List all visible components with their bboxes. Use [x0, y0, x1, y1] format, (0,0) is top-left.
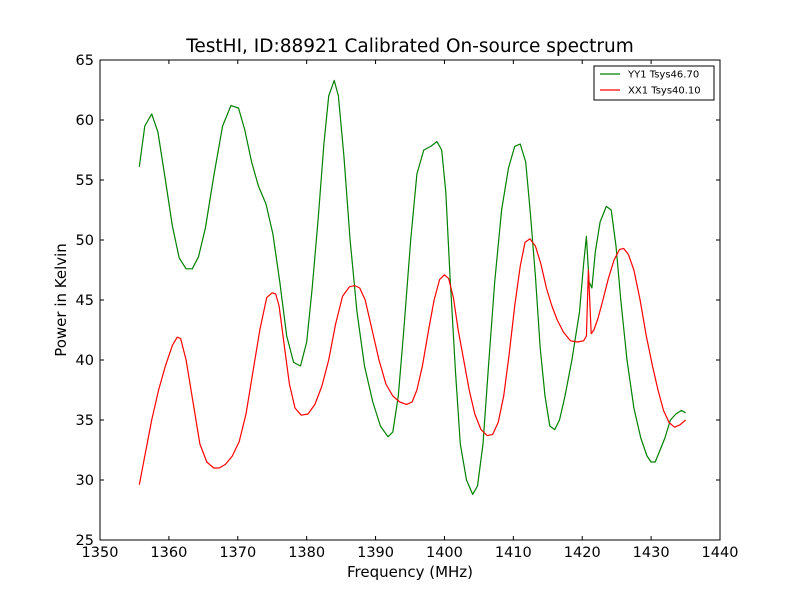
y-tick-label: 50: [76, 233, 94, 249]
y-tick-label: 65: [76, 53, 94, 69]
plot-area: [99, 59, 721, 541]
x-tick-label: 1420: [564, 545, 601, 561]
legend: YY1 Tsys46.70 XX1 Tsys40.10: [593, 65, 715, 101]
y-tick-label: 40: [76, 353, 94, 369]
x-tick-label: 1350: [82, 545, 119, 561]
y-tick-label: 55: [76, 173, 94, 189]
legend-label-xx1: XX1 Tsys40.10: [628, 86, 701, 97]
x-tick-label: 1440: [702, 545, 739, 561]
y-tick-label: 30: [76, 473, 94, 489]
x-tick-label: 1400: [426, 545, 463, 561]
series-line-yy1: [138, 79, 686, 495]
x-tick-label: 1380: [288, 545, 325, 561]
legend-label-yy1: YY1 Tsys46.70: [627, 70, 699, 81]
y-tick-label: 60: [76, 113, 94, 129]
x-tick-label: 1360: [150, 545, 187, 561]
x-tick-label: 1390: [357, 545, 394, 561]
x-tick-label: 1410: [495, 545, 532, 561]
y-axis-label: Power in Kelvin: [52, 243, 70, 357]
y-tick-label: 35: [76, 413, 94, 429]
series-layer: [138, 79, 686, 495]
series-line-xx1: [138, 238, 686, 485]
axis-ticks: 1350 1360 1370 1380 1390 1400 1410 1420 1430 1440…: [76, 53, 739, 561]
x-tick-label: 1430: [633, 545, 670, 561]
chart-title: TestHI, ID:88921 Calibrated On-source sp…: [185, 36, 634, 57]
x-axis-label: Frequency (MHz): [347, 563, 473, 581]
y-tick-label: 25: [76, 533, 94, 549]
x-tick-label: 1370: [219, 545, 256, 561]
y-tick-label: 45: [76, 293, 94, 309]
legend-box: [593, 65, 715, 101]
